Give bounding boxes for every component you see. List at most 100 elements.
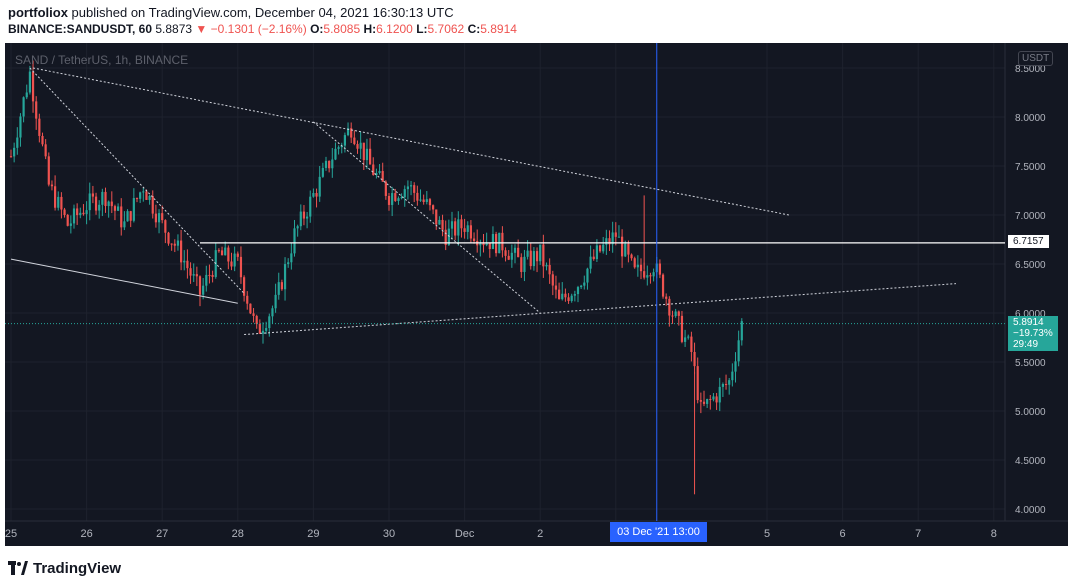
candle xyxy=(479,239,482,257)
candle xyxy=(504,247,507,262)
candle-body xyxy=(488,242,491,250)
candle xyxy=(699,392,702,414)
candle-body xyxy=(365,148,369,161)
candle xyxy=(173,239,176,253)
candle xyxy=(687,334,690,340)
candle-body xyxy=(261,330,265,334)
candle-body xyxy=(19,116,22,138)
candle xyxy=(148,194,151,205)
candle-body xyxy=(696,366,699,401)
candle xyxy=(517,239,520,258)
candle xyxy=(501,226,504,258)
time-axis-label: 28 xyxy=(232,528,244,540)
candle-body xyxy=(450,221,454,229)
down-arrow-icon: ▼ xyxy=(195,22,208,36)
candle xyxy=(432,204,435,215)
candle-body xyxy=(570,295,573,301)
candle-body xyxy=(151,195,154,214)
candle-body xyxy=(661,274,665,297)
candle-body xyxy=(13,147,16,157)
symbol-name: BINANCE:SANDUSDT, 60 xyxy=(8,22,153,36)
candle xyxy=(66,213,69,227)
publish-info: portfoliox published on TradingView.com,… xyxy=(8,5,454,20)
price-axis-label: 6.0000 xyxy=(1015,309,1046,320)
candle xyxy=(252,308,255,323)
candle-body xyxy=(63,209,66,215)
time-axis-label: 27 xyxy=(156,528,168,540)
candle xyxy=(485,232,488,247)
candle-body xyxy=(523,256,526,272)
candle xyxy=(161,205,164,224)
candle xyxy=(296,224,299,237)
candle xyxy=(520,253,523,278)
candle xyxy=(186,249,189,279)
candle-body xyxy=(712,396,715,400)
candle-body xyxy=(542,244,545,267)
candle xyxy=(548,258,551,284)
candle-body xyxy=(47,156,50,185)
candle xyxy=(151,190,154,219)
candle-body xyxy=(145,191,148,200)
candle xyxy=(400,193,403,200)
candle xyxy=(567,293,570,304)
candle xyxy=(668,296,671,327)
candle xyxy=(258,319,261,335)
candle-body xyxy=(227,247,230,262)
last-price: 5.8873 xyxy=(155,22,193,36)
candle xyxy=(661,273,665,299)
candle xyxy=(220,246,224,256)
candle-body xyxy=(668,298,671,316)
candle xyxy=(580,284,583,289)
candle-body xyxy=(321,167,324,177)
candle-body xyxy=(621,236,624,257)
trendlines xyxy=(10,67,957,336)
candle xyxy=(306,211,309,229)
candle-body xyxy=(479,242,482,246)
candle xyxy=(183,250,186,271)
candle-body xyxy=(501,232,504,251)
candle xyxy=(88,182,91,221)
candle-body xyxy=(157,213,161,223)
candle-body xyxy=(246,295,249,304)
candle-body xyxy=(324,160,328,168)
candle xyxy=(98,200,101,219)
candle-body xyxy=(532,251,535,267)
price-chart[interactable]: 8.5000 8.0000 7.5000 7.0000 6.5000 6.0000 5.50… xyxy=(5,43,1068,546)
chart-area[interactable]: 8.5000 8.0000 7.5000 7.0000 6.5000 6.0000 5.50… xyxy=(5,43,1068,546)
close-label: C: xyxy=(467,22,481,36)
candle xyxy=(195,266,198,287)
publisher-name[interactable]: portfoliox xyxy=(8,5,68,20)
candle xyxy=(47,152,50,187)
candle xyxy=(277,272,280,300)
candle xyxy=(586,267,589,290)
candle xyxy=(9,149,13,158)
candle-body xyxy=(195,274,198,277)
candle-body xyxy=(652,272,655,277)
time-axis-label: 26 xyxy=(80,528,92,540)
candle xyxy=(570,293,573,303)
candle xyxy=(454,217,457,241)
candle xyxy=(450,211,454,240)
currency-badge[interactable]: USDT xyxy=(1018,51,1054,66)
candle xyxy=(211,270,214,283)
candle xyxy=(457,211,460,246)
candle xyxy=(529,242,532,270)
time-axis-label: 7 xyxy=(915,528,921,540)
candle-body xyxy=(649,275,652,277)
candle xyxy=(558,282,561,300)
candle-body xyxy=(397,198,400,201)
candle-body xyxy=(243,277,246,296)
candle xyxy=(476,229,479,253)
candle xyxy=(677,310,680,326)
candle xyxy=(202,278,205,300)
price-axis: 8.5000 8.0000 7.5000 7.0000 6.5000 6.0000 5.50… xyxy=(1015,64,1046,516)
candle xyxy=(214,242,217,279)
candle xyxy=(315,188,318,208)
candle-body xyxy=(16,137,19,148)
candle-body xyxy=(406,186,409,190)
candle xyxy=(233,246,236,272)
time-axis: 252627282930Dec235678 xyxy=(5,528,997,540)
candle-body xyxy=(677,311,680,316)
candle-body xyxy=(113,206,117,211)
candle-body xyxy=(447,228,450,246)
